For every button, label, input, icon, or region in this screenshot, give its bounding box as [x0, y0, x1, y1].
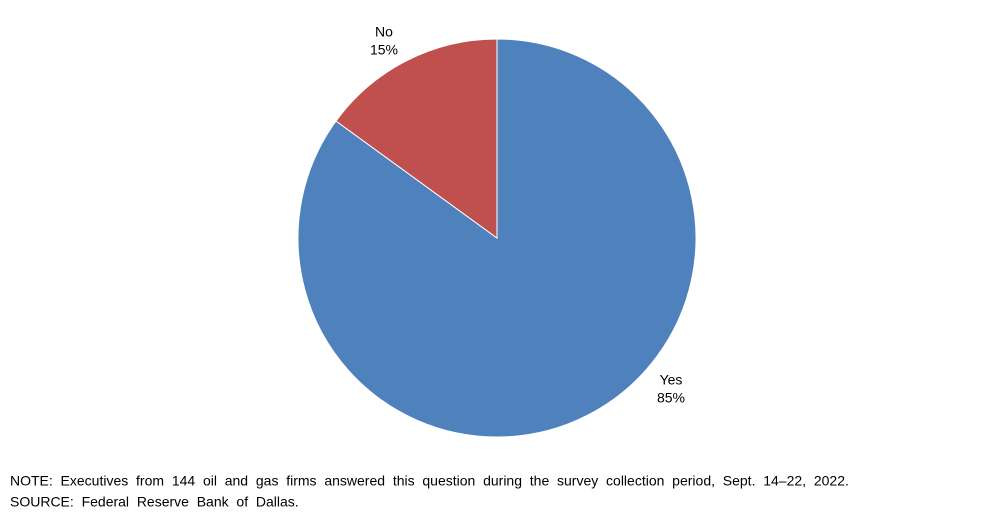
slice-category-label: No: [375, 24, 393, 40]
source: SOURCE: Federal Reserve Bank of Dallas.: [10, 494, 299, 510]
pie-slice: [335, 38, 498, 239]
slice-value-label: 15%: [370, 42, 398, 58]
slice-value-label: 85%: [657, 390, 685, 406]
note: NOTE: Executives from 144 oil and gas fi…: [10, 473, 849, 489]
slice-category-label: Yes: [660, 372, 683, 388]
